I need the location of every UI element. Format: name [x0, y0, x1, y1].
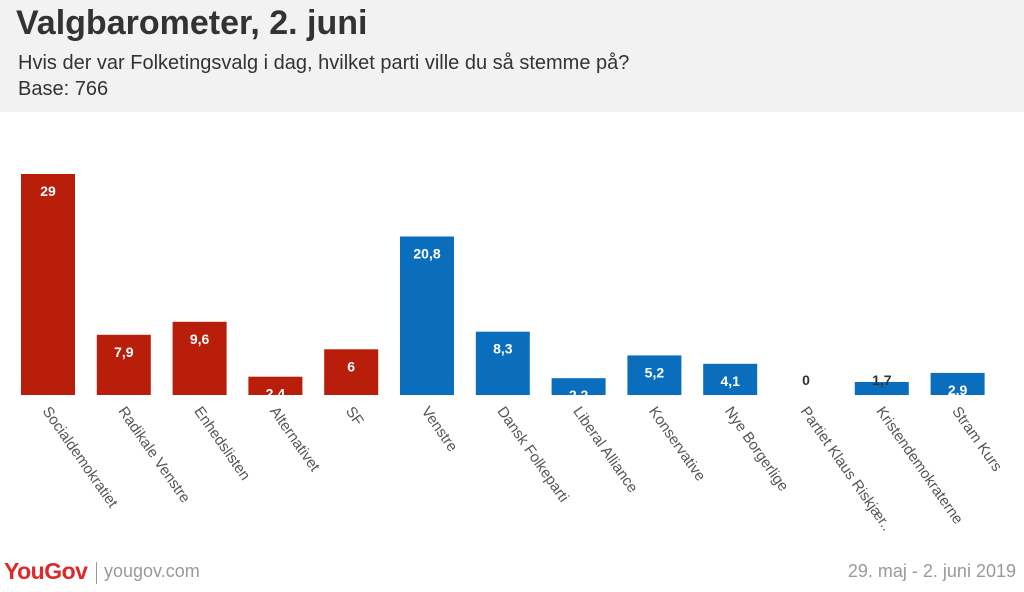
- bar-value-label: 8,3: [493, 341, 513, 357]
- chart-title: Valgbarometer, 2. juni: [16, 4, 368, 42]
- bar-value-label: 1,7: [872, 372, 892, 388]
- bar-value-label: 7,9: [114, 344, 134, 360]
- bar: [703, 363, 758, 395]
- bar-value-label: 0: [802, 372, 810, 388]
- bar: [248, 376, 303, 395]
- category-label: Stram Kurs: [948, 404, 1005, 475]
- bar-value-label: 2,9: [948, 382, 968, 398]
- category-label: Socialdemokratiet: [39, 404, 122, 512]
- bar: [551, 378, 606, 395]
- category-label: Radikale Venstre: [115, 404, 194, 507]
- category-label: SF: [342, 404, 367, 429]
- category-label: Venstre: [418, 404, 461, 455]
- category-label: Kristendemokraterne: [873, 404, 967, 528]
- yougov-logo: YouGov: [4, 558, 88, 584]
- bar: [930, 372, 985, 395]
- bar: [854, 382, 909, 395]
- bar-value-label: 4,1: [720, 373, 740, 389]
- chart-subtitle: Hvis der var Folketingsvalg i dag, hvilk…: [18, 52, 630, 74]
- category-label: Dansk Folkeparti: [494, 404, 572, 506]
- bar-value-label: 2,2: [569, 387, 589, 403]
- bar-value-label: 29: [40, 183, 56, 199]
- category-label: Konservative: [645, 404, 709, 485]
- footer-date-range: 29. maj - 2. juni 2019: [847, 561, 1016, 581]
- bar: [475, 331, 530, 395]
- footer-site: yougov.com: [104, 561, 200, 581]
- bar-chart: 29 Socialdemokratiet 7,9 Radikale Venstre 9,…: [21, 174, 1005, 534]
- bar: [627, 355, 682, 395]
- category-label: Liberal Alliance: [569, 404, 641, 496]
- bar-value-label: 20,8: [413, 246, 440, 262]
- bar-value-label: 2,4: [266, 386, 286, 402]
- footer-divider: [96, 562, 97, 584]
- bar-value-label: 6: [347, 358, 355, 374]
- bar: [21, 174, 75, 395]
- bar-value-label: 9,6: [190, 331, 210, 347]
- category-label: Nye Borgerlige: [721, 404, 792, 495]
- bar: [96, 334, 151, 395]
- header: Valgbarometer, 2. juni Hvis der var Folk…: [0, 0, 1024, 112]
- base-count: Base: 766: [18, 78, 109, 100]
- bar: [172, 321, 227, 395]
- bar: [324, 349, 379, 395]
- bar: [400, 236, 454, 395]
- category-label: Alternativet: [266, 404, 323, 476]
- category-label: Enhedslisten: [190, 404, 253, 484]
- bar-value-label: 5,2: [645, 364, 665, 380]
